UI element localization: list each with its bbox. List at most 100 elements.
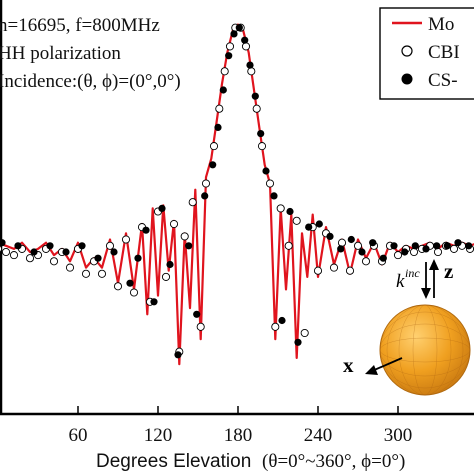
- cs-point: [411, 242, 419, 250]
- cs-point: [379, 254, 387, 262]
- annotation-line-2: HH polarization: [0, 43, 121, 64]
- cbi-point: [292, 216, 301, 225]
- cs-point: [201, 192, 209, 200]
- cbi-point: [276, 204, 285, 213]
- inset-sphere-diagram: z k inc x: [343, 259, 471, 396]
- cs-point: [46, 242, 54, 250]
- cbi-point: [180, 232, 189, 241]
- cbi-point: [449, 244, 459, 253]
- cs-point: [62, 248, 70, 256]
- cbi-point: [215, 104, 224, 113]
- cs-point: [443, 242, 451, 250]
- cbi-point: [361, 257, 371, 266]
- cs-point: [126, 279, 134, 287]
- cs-point: [347, 235, 355, 244]
- cbi-point: [409, 247, 419, 257]
- series-layer: [0, 23, 474, 366]
- cbi-point: [247, 67, 256, 76]
- cbi-point: [393, 251, 403, 260]
- cbi-point: [169, 219, 179, 229]
- cs-point: [337, 245, 345, 253]
- cbi-point: [220, 67, 229, 76]
- cbi-point: [313, 266, 323, 275]
- x-tick-label: 300: [384, 425, 413, 446]
- kinc-superscript: inc: [405, 266, 420, 280]
- legend-label-mo: Mo: [428, 14, 454, 35]
- cs-point: [214, 123, 222, 131]
- cbi-point: [252, 104, 261, 113]
- cbi-point: [345, 266, 355, 275]
- cs-point: [78, 242, 86, 250]
- cs-point: [270, 192, 278, 200]
- z-axis-label: z: [444, 259, 453, 283]
- cbi-point: [433, 247, 443, 257]
- cbi-point: [241, 42, 251, 51]
- z-arrow-head: [429, 259, 439, 270]
- cbi-point: [121, 235, 131, 244]
- cbi-point: [65, 263, 75, 272]
- cbi-point: [196, 322, 205, 331]
- cbi-point: [257, 142, 267, 151]
- legend-label-cs: CS-: [428, 70, 458, 91]
- legend-label-cbi: CBI: [428, 42, 460, 63]
- cs-point: [230, 30, 238, 38]
- cbi-point: [113, 282, 123, 291]
- cbi-point: [353, 241, 363, 250]
- legend-swatch-cbi: [401, 45, 413, 57]
- cbi-point: [300, 328, 309, 338]
- cs-point: [185, 242, 193, 250]
- cbi-point: [265, 179, 275, 188]
- cbi-point: [1, 247, 11, 257]
- cs-point: [14, 242, 22, 250]
- x-axis-letter: x: [343, 353, 354, 377]
- x-arrow-head: [365, 365, 378, 375]
- cs-point: [142, 226, 150, 234]
- annotation-line-3: Incidence:(θ, ϕ)=(0°,0°): [0, 71, 181, 92]
- cs-point: [454, 239, 462, 247]
- cbi-point: [81, 269, 91, 278]
- cs-point: [422, 245, 430, 253]
- sphere-mesh: [379, 304, 471, 396]
- cs-point: [294, 338, 302, 346]
- x-axis-label: Degrees Elevation (θ=0°~360°, ϕ=0°): [96, 451, 405, 472]
- annotation-line-1: n=16695, f=800MHz: [0, 15, 160, 36]
- cbi-point: [9, 251, 19, 260]
- cs-point: [225, 52, 233, 60]
- cs-point: [134, 254, 142, 262]
- cs-point: [305, 223, 313, 231]
- cs-point: [286, 207, 294, 216]
- x-tick-label: 60: [69, 425, 88, 446]
- x-axis-arrow: [371, 357, 403, 372]
- cbi-point: [25, 254, 35, 263]
- x-tick-label: 120: [144, 425, 173, 446]
- cs-point: [433, 242, 441, 250]
- cs-point: [246, 61, 254, 69]
- cbi-point: [284, 241, 293, 250]
- kinc-arrow-head: [421, 288, 431, 299]
- cbi-point: [337, 238, 347, 247]
- cbi-point: [201, 179, 211, 188]
- cs-point: [251, 92, 259, 100]
- legend-box: [379, 7, 474, 100]
- cs-point: [30, 248, 38, 256]
- cs-point: [94, 254, 102, 262]
- cs-point: [209, 161, 217, 169]
- kinc-label: k: [396, 271, 405, 292]
- cs-point: [401, 248, 409, 256]
- cs-point: [110, 248, 118, 256]
- cs-point: [166, 260, 174, 269]
- sphere: [379, 304, 471, 396]
- cs-point: [278, 316, 286, 325]
- cs-point: [257, 130, 265, 138]
- cs-point: [235, 24, 243, 32]
- cs-point: [241, 36, 249, 44]
- cs-point: [465, 242, 473, 250]
- cs-point: [262, 167, 270, 175]
- legend-swatch-cs: [401, 73, 413, 85]
- cs-point: [158, 204, 166, 212]
- x-tick-label: 240: [304, 425, 333, 446]
- x-tick-label: 180: [224, 425, 253, 446]
- cbi-point: [0, 245, 3, 253]
- plot-frame: [0, 0, 474, 416]
